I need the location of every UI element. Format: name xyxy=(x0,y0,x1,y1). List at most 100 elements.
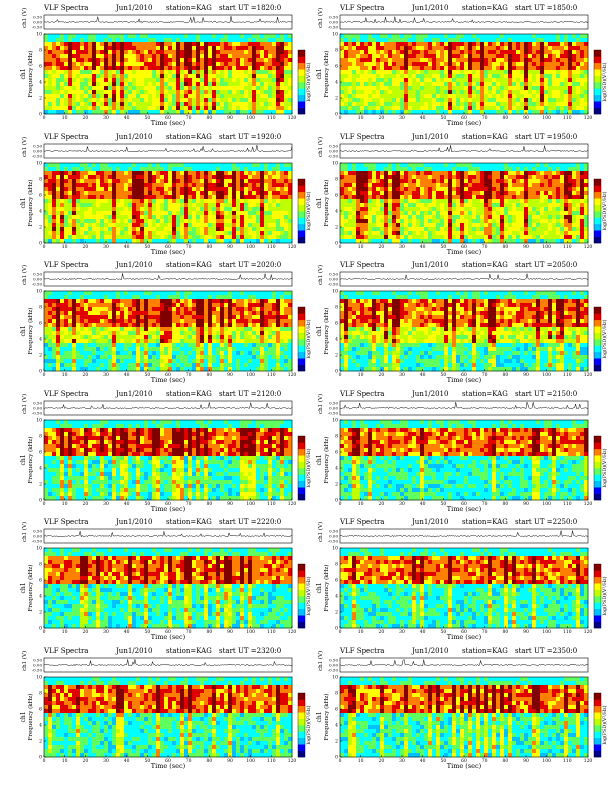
spectrogram-cell xyxy=(100,98,105,103)
spectrogram-cell xyxy=(376,166,381,171)
spectrogram-cell xyxy=(524,190,529,195)
spectrogram-cell xyxy=(556,98,561,103)
spectrogram-cell xyxy=(484,38,489,43)
spectrogram-cell xyxy=(408,194,413,199)
spectrogram-cell xyxy=(532,182,537,187)
freq-tick-label: 8 xyxy=(39,48,42,54)
spectrogram-cell xyxy=(364,198,369,203)
spectrogram-cell xyxy=(156,106,161,111)
spectrogram-cell xyxy=(564,110,569,115)
spectrogram-cell xyxy=(488,226,493,231)
spectrogram-cell xyxy=(472,54,477,59)
spectrogram-cell xyxy=(364,102,369,107)
spectrogram-cell xyxy=(204,194,209,199)
spectrogram-cell xyxy=(416,110,421,115)
spectrogram-cell xyxy=(508,210,513,215)
spectrogram-cell xyxy=(460,198,465,203)
spectrogram-cell xyxy=(208,54,213,59)
spectrogram-cell xyxy=(240,98,245,103)
spectrogram-cell xyxy=(532,106,537,111)
spectrogram-cell xyxy=(260,106,265,111)
spectrogram-cell xyxy=(64,170,69,175)
spectrogram-cell xyxy=(380,186,385,191)
spectrogram-cell xyxy=(232,78,237,83)
spectrogram-cell xyxy=(244,106,249,111)
spectrogram-cell xyxy=(204,186,209,191)
spectrogram-cell xyxy=(156,202,161,207)
spectrogram-cell xyxy=(256,86,261,91)
spectrogram-cell xyxy=(472,210,477,215)
spectrogram-cell xyxy=(536,54,541,59)
spectrogram-cell xyxy=(60,62,65,67)
spectrogram-cell xyxy=(364,110,369,115)
spectrogram-cell xyxy=(476,214,481,219)
spectrogram-cell xyxy=(236,58,241,63)
spectrogram-cell xyxy=(204,222,209,227)
spectrogram-cell xyxy=(352,50,357,55)
spectrogram-cell xyxy=(464,78,469,83)
spectrogram-cell xyxy=(164,110,169,115)
spectrogram-cell xyxy=(480,82,485,87)
spectrogram-cell xyxy=(104,82,109,87)
spectrogram-cell xyxy=(88,210,93,215)
spectrogram-cell xyxy=(72,190,77,195)
spectrogram-cell xyxy=(100,162,105,167)
spectrogram-cell xyxy=(80,186,85,191)
signal-tick-label: -0.50 xyxy=(32,153,43,158)
spectrogram-cell xyxy=(392,70,397,75)
spectrogram-cell xyxy=(136,42,141,47)
spectrogram-cell xyxy=(136,194,141,199)
spectrogram-cell xyxy=(188,218,193,223)
spectrogram-cell xyxy=(160,162,165,167)
spectrogram-cell xyxy=(248,234,253,239)
spectrogram-cell xyxy=(156,230,161,235)
spectrogram-cell xyxy=(132,162,137,167)
spectrogram-cell xyxy=(164,70,169,75)
spectrogram-cell xyxy=(84,186,89,191)
spectrogram-cell xyxy=(280,198,285,203)
spectrogram-cell xyxy=(240,206,245,211)
spectrogram-cell xyxy=(564,102,569,107)
spectrogram-cell xyxy=(268,62,273,67)
spectrogram-cell xyxy=(544,46,549,51)
spectrogram-cell xyxy=(524,82,529,87)
spectrogram-cell xyxy=(44,98,49,103)
spectrogram-cell xyxy=(360,206,365,211)
spectrogram-cell xyxy=(168,46,173,51)
spectrogram-cell xyxy=(196,106,201,111)
spectrogram-cell xyxy=(128,186,133,191)
spectrogram-cell xyxy=(396,222,401,227)
spectrogram-cell xyxy=(100,38,105,43)
spectrogram-cell xyxy=(96,46,101,51)
spectrogram-cell xyxy=(548,178,553,183)
spectrogram-cell xyxy=(244,234,249,239)
spectrogram-cell xyxy=(488,102,493,107)
spectrogram-cell xyxy=(464,174,469,179)
spectrogram-cell xyxy=(104,194,109,199)
spectrogram-cell xyxy=(508,98,513,103)
spectrogram-cell xyxy=(128,190,133,195)
spectrogram-cell xyxy=(200,162,205,167)
spectrogram-cell xyxy=(484,226,489,231)
spectrogram-cell xyxy=(264,62,269,67)
spectrogram-cell xyxy=(140,198,145,203)
panel-start-time: start UT =1850:0 xyxy=(515,4,578,12)
spectrogram-cell xyxy=(112,78,117,83)
spectrogram-cell xyxy=(92,202,97,207)
spectrogram-cell xyxy=(548,190,553,195)
spectrogram-cell xyxy=(388,38,393,43)
spectrogram-cell xyxy=(388,82,393,87)
spectrogram-cell xyxy=(176,198,181,203)
spectrogram-cell xyxy=(428,50,433,55)
spectrogram-cell xyxy=(396,174,401,179)
spectrogram-cell xyxy=(224,46,229,51)
spectrogram-cell xyxy=(496,66,501,71)
spectrogram-cell xyxy=(344,166,349,171)
spectrogram-cell xyxy=(276,50,281,55)
spectrogram-cell xyxy=(364,82,369,87)
spectrogram-cell xyxy=(460,170,465,175)
spectrogram-cell xyxy=(552,110,557,115)
spectrogram-cell xyxy=(524,234,529,239)
spectrogram-cell xyxy=(376,174,381,179)
spectrogram-cell xyxy=(192,70,197,75)
